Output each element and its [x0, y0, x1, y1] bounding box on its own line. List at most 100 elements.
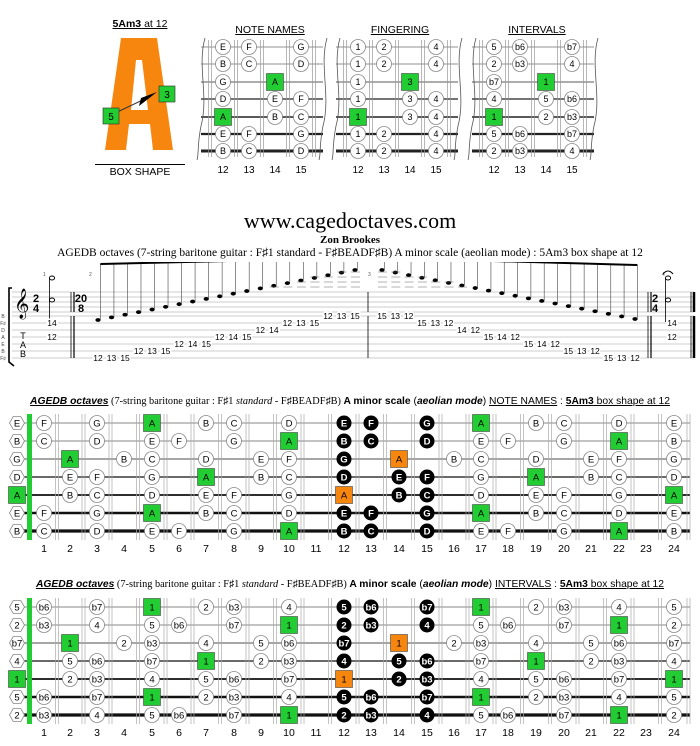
- svg-text:C: C: [231, 418, 238, 429]
- note-marker: C: [363, 523, 379, 539]
- note-marker: D: [293, 56, 309, 72]
- svg-text:4: 4: [533, 638, 538, 649]
- svg-text:b6: b6: [567, 94, 577, 104]
- svg-text:D: D: [286, 418, 293, 429]
- note-marker: G: [89, 505, 105, 521]
- note-marker: C: [226, 505, 242, 521]
- small-fretboard-fingering: 1 2 41 2 41 31 3 41 3 41 2 41 2 412 13 14 15: [331, 37, 463, 176]
- fret-number: 24: [668, 543, 680, 555]
- svg-text:D: D: [671, 472, 678, 483]
- svg-text:5: 5: [533, 674, 538, 685]
- svg-text:b7: b7: [147, 656, 158, 667]
- note-marker: G: [556, 433, 572, 449]
- svg-text:B: B: [67, 490, 73, 501]
- fret-number: 4: [121, 543, 127, 555]
- note-marker: F: [419, 469, 435, 485]
- svg-text:E: E: [671, 508, 677, 519]
- note-marker: C: [473, 451, 489, 467]
- tab-fret: 12: [404, 311, 414, 321]
- note-marker: F: [89, 469, 105, 485]
- tab-fret: 15: [161, 346, 171, 356]
- note-marker: F: [36, 505, 52, 521]
- svg-text:4: 4: [433, 42, 438, 52]
- note-marker: b3: [564, 109, 580, 125]
- note-marker: 1: [280, 616, 298, 634]
- svg-text:1: 1: [671, 674, 676, 685]
- svg-text:E: E: [478, 526, 484, 537]
- note-marker: B: [446, 451, 462, 467]
- fret-number: 1: [41, 543, 47, 555]
- svg-text:A: A: [149, 508, 156, 519]
- note-marker: 2: [9, 708, 25, 722]
- svg-text:D: D: [616, 508, 623, 519]
- svg-text:4: 4: [616, 602, 621, 613]
- svg-text:2: 2: [258, 656, 263, 667]
- note-marker: B: [528, 415, 544, 431]
- svg-text:5: 5: [478, 620, 483, 631]
- svg-text:1: 1: [14, 674, 19, 685]
- time-signature: 20: [75, 293, 87, 305]
- svg-text:4: 4: [433, 112, 438, 122]
- note-marker: 5: [144, 707, 160, 723]
- note-marker: B: [253, 469, 269, 485]
- scale-description: AGEDB octaves (7-string baritone guitar …: [57, 247, 643, 259]
- svg-text:E: E: [14, 418, 20, 429]
- note-marker: b6: [281, 635, 297, 651]
- svg-text:G: G: [13, 454, 20, 465]
- svg-text:b6: b6: [92, 656, 103, 667]
- svg-text:b6: b6: [174, 620, 185, 631]
- time-signature: 2: [652, 293, 658, 305]
- note-marker: G: [9, 452, 25, 466]
- small-fretboard-heading-note-names: NOTE NAMES: [235, 24, 305, 36]
- note-marker: E: [62, 469, 78, 485]
- small-fretboard-note-names: E F GB C DG AD E FA B CE F GB C D12 13 14 15: [196, 37, 328, 176]
- note-marker: G: [666, 451, 682, 467]
- fret-number: 3: [94, 727, 100, 739]
- note-marker: 1: [485, 108, 503, 126]
- fret-number: 13: [365, 543, 377, 555]
- svg-text:A: A: [478, 418, 485, 429]
- note-marker: B: [62, 487, 78, 503]
- svg-text:3: 3: [407, 94, 412, 104]
- svg-text:E: E: [67, 472, 73, 483]
- note-marker: E: [473, 523, 489, 539]
- svg-text:D: D: [616, 418, 623, 429]
- svg-text:b6: b6: [365, 692, 376, 703]
- svg-text:1: 1: [355, 129, 360, 139]
- svg-text:2: 2: [381, 59, 386, 69]
- note-marker: 5: [538, 91, 554, 107]
- tab-fret: 12: [323, 311, 333, 321]
- tab-fret: 15: [201, 339, 211, 349]
- note-marker: 1: [197, 652, 215, 670]
- time-signature: 2: [33, 293, 39, 305]
- svg-text:F: F: [616, 454, 622, 465]
- note-marker: F: [226, 487, 242, 503]
- fret-number: 12: [217, 165, 229, 176]
- svg-text:4: 4: [433, 59, 438, 69]
- note-marker: 1: [350, 39, 366, 55]
- svg-text:1: 1: [543, 77, 548, 87]
- note-marker: 3: [402, 91, 418, 107]
- note-marker: 2: [486, 56, 502, 72]
- svg-text:b6: b6: [559, 674, 570, 685]
- svg-text:5: 5: [671, 692, 676, 703]
- note-marker: F: [363, 505, 379, 521]
- note-marker: D: [336, 469, 352, 485]
- svg-text:2: 2: [89, 272, 92, 278]
- svg-text:b7: b7: [229, 710, 240, 721]
- tab-fret: 12: [444, 318, 454, 328]
- svg-text:1: 1: [355, 94, 360, 104]
- note-marker: 2: [391, 671, 407, 687]
- note-marker: 1: [335, 670, 353, 688]
- note-marker: 1: [527, 652, 545, 670]
- svg-text:2: 2: [14, 710, 19, 721]
- svg-text:b7: b7: [338, 638, 349, 649]
- note-marker: C: [226, 415, 242, 431]
- tab-fret: 15: [377, 311, 387, 321]
- fret-number: 12: [338, 543, 350, 555]
- svg-text:2: 2: [588, 656, 593, 667]
- note-marker: E: [215, 126, 231, 142]
- note-marker: G: [293, 39, 309, 55]
- fret-number: 9: [258, 543, 264, 555]
- tab-fret: 12: [590, 346, 600, 356]
